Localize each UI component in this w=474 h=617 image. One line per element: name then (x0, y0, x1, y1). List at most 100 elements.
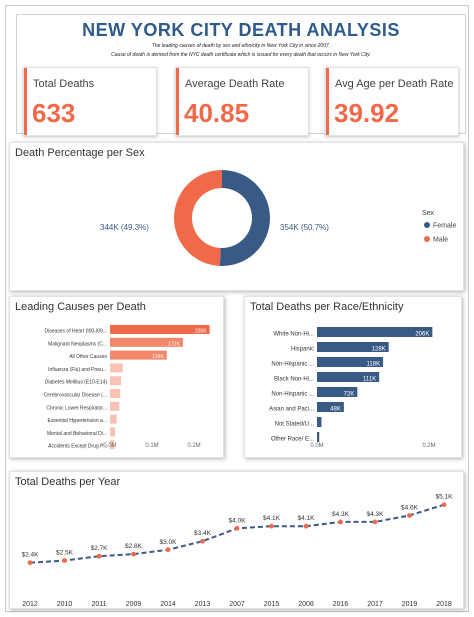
year-tick-label: 2013 (195, 601, 211, 608)
bar (110, 427, 116, 437)
bar-category-label: Malignant Neoplasms (C... (48, 341, 107, 347)
bar (317, 357, 384, 367)
bar-category-label: Influenza (Flu) and Pneu... (48, 367, 107, 373)
kpi-value: 40.85 (184, 98, 250, 128)
bar (110, 389, 121, 398)
bar-data-label: 206K (415, 332, 429, 338)
bar (110, 376, 122, 386)
page-description: Cause of death is derived from the NYC d… (111, 52, 371, 58)
year-line-chart: $2.4K 2012 $2.5K 2010 $2.7K 2011 $2.8K 2009 $3.0… (22, 494, 454, 608)
bar (110, 325, 210, 334)
bar-data-label: 111K (363, 377, 376, 383)
header-panel: NEW YORK CITY DEATH ANALYSIS The leading… (16, 14, 466, 136)
sex-chart-card: Death Percentage per Sex 354K (50.7%) 344… (9, 142, 464, 291)
bar (110, 440, 115, 450)
bar (317, 342, 389, 352)
sex-chart-title: Death Percentage per Sex (15, 147, 145, 159)
bar (317, 327, 433, 337)
bar-category-label: Mental and Behavioral Di... (47, 431, 107, 437)
bar (110, 363, 123, 373)
bar-data-label: 48K (330, 407, 341, 413)
year-data-label: $2.5K (56, 550, 74, 557)
kpi-label: Total Deaths (33, 78, 95, 90)
year-tick-label: 2010 (57, 601, 73, 608)
donut-slice-male (173, 170, 222, 266)
year-data-label: $3.0K (160, 539, 178, 546)
kpi-accent-bar (326, 68, 329, 135)
year-point (62, 558, 67, 563)
year-point (131, 551, 136, 557)
year-data-label: $5.1K (436, 494, 454, 501)
causes-chart-title: Leading Causes per Death (15, 301, 146, 313)
year-point (96, 553, 102, 559)
race-chart-card: Total Deaths per Race/Ethnicity White No… (244, 296, 462, 458)
legend-marker-male (424, 236, 430, 242)
year-tick-label: 2017 (367, 601, 383, 608)
bar-data-label: 72K (344, 392, 355, 398)
year-tick-label: 2009 (126, 601, 142, 608)
kpi-accent-bar (176, 68, 179, 135)
bar (110, 414, 117, 424)
year-data-label: $4.0K (229, 517, 247, 524)
x-tick-label: 0.2M (422, 443, 435, 449)
year-data-label: $4.6K (401, 504, 419, 511)
x-tick-label: 0.0M (103, 443, 116, 449)
bar (110, 337, 183, 347)
race-bar-chart: White Non-Hi... 206K Hispanic 128K Non-Hispa… (269, 327, 436, 449)
page-title: NEW YORK CITY DEATH ANALYSIS (82, 20, 400, 40)
year-point (269, 523, 274, 529)
bar-category-label: Non-Hispanic ... (271, 392, 314, 398)
bar-category-label: Hispanic (291, 347, 314, 353)
kpi-accent-bar (24, 68, 27, 135)
kpi-value: 633 (32, 98, 76, 128)
year-point (338, 519, 343, 525)
kpi-total-deaths: Total Deaths 633 (23, 67, 157, 136)
x-tick-label: 0.1M (145, 443, 158, 449)
year-tick-label: 2008 (298, 601, 314, 608)
bar (317, 417, 322, 427)
year-chart-card: Total Deaths per Year $2.4K 2012 $2.5K 2010… (9, 471, 464, 609)
causes-chart-card: Leading Causes per Death Diseases of Hea… (9, 296, 224, 458)
bar-data-label: 134K (152, 354, 164, 360)
year-data-label: $2.8K (125, 543, 143, 550)
bar-category-label: Diabetes Mellitus (E10-E14) (45, 380, 108, 386)
bar-category-label: Non-Hispanic ... (271, 362, 314, 368)
year-data-label: $4.1K (263, 515, 281, 522)
bar-category-label: All Other Causes (69, 354, 107, 360)
bar (317, 372, 380, 382)
bar-category-label: Cerebrovascular Disease (... (44, 393, 107, 399)
bar-category-label: Diseases of Heart (I00-I09... (44, 329, 107, 335)
x-tick-label: 0.2M (187, 443, 200, 449)
causes-bar-chart: Diseases of Heart (I00-I09... 235K Maligna… (44, 325, 210, 450)
bar-data-label: 172K (168, 341, 180, 347)
race-chart-title: Total Deaths per Race/Ethnicity (250, 301, 404, 313)
male-slice-label: 344K (49.3%) (100, 223, 149, 232)
bar-category-label: Other Race/ E... (271, 437, 314, 443)
bar (317, 432, 320, 442)
bar-category-label: Chronic Lower Respirator... (46, 405, 107, 411)
kpi-average-death-rate: Average Death Rate 40.85 (175, 67, 309, 136)
bar-category-label: Accidents Except Drug P... (48, 444, 107, 450)
bar (317, 387, 358, 397)
year-data-label: $2.4K (22, 552, 40, 559)
year-tick-label: 2011 (91, 601, 106, 608)
year-data-label: $4.3K (332, 511, 350, 518)
year-point (234, 525, 240, 531)
kpi-label: Average Death Rate (185, 78, 285, 90)
year-point (165, 547, 171, 553)
legend-marker-female (424, 222, 430, 228)
bar-data-label: 118K (367, 362, 381, 368)
year-point (372, 519, 378, 525)
year-point (407, 513, 412, 518)
donut-slice-female (219, 170, 270, 266)
page-subtitle: The leading causes of death by sex and e… (151, 43, 331, 49)
year-tick-label: 2018 (436, 601, 452, 608)
bar-category-label: White Non-Hi... (273, 332, 314, 338)
x-tick-label: 0.0M (310, 443, 323, 449)
year-data-label: $4.3K (367, 511, 385, 518)
kpi-value: 39.92 (334, 98, 400, 128)
year-point (200, 538, 205, 544)
bar (110, 350, 167, 360)
year-data-label: $4.1K (298, 515, 316, 522)
kpi-avg-age-per-death-rate: Avg Age per Death Rate 39.92 (325, 67, 459, 136)
